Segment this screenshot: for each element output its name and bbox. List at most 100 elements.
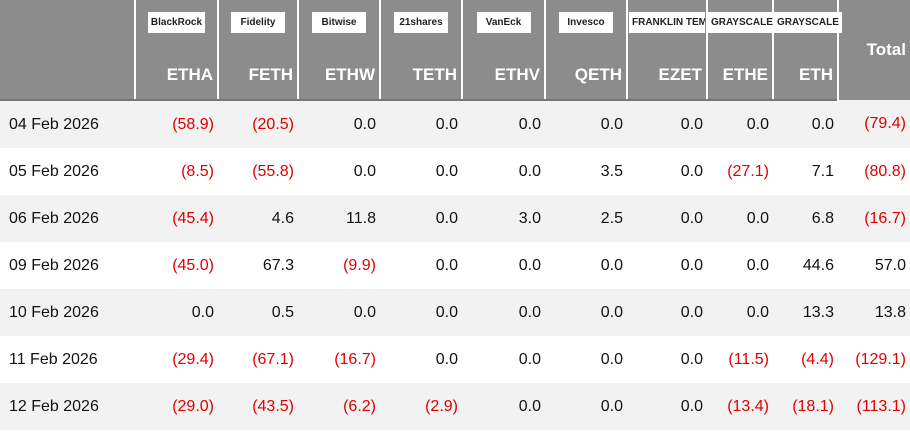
logo-cell: GRAYSCALE [706, 0, 776, 50]
flow-cell: (6.2) [298, 383, 380, 430]
flow-cell: 0.0 [518, 256, 541, 274]
total-cell: (79.4) [838, 100, 910, 148]
flow-cell: (2.9) [380, 383, 462, 430]
total-header: Total [837, 0, 910, 100]
flow-cell: 0.0 [545, 100, 627, 148]
flow-cell: 0.0 [435, 256, 458, 274]
total-cell: (113.1) [838, 383, 910, 430]
flow-cell: 0.0 [298, 289, 380, 336]
issuer-logo: VanEck [476, 12, 531, 33]
flow-cell: 0.0 [600, 350, 623, 368]
flow-cell: 0.0 [462, 289, 545, 336]
flow-cell: 0.0 [435, 162, 458, 180]
flow-cell: 0.0 [545, 383, 627, 430]
issuer-logo: Fidelity [231, 12, 285, 33]
flow-cell: 0.0 [627, 100, 707, 148]
logo-cell: GRAYSCALE [772, 0, 842, 50]
flow-cell: 67.3 [262, 256, 294, 274]
flow-cell: (8.5) [181, 162, 214, 180]
flow-cell: 44.6 [802, 256, 834, 274]
data-row: 06 Feb 2026 (45.4) 4.6 11.8 0.0 3.0 2.5 0.0 0.0 6… [0, 195, 910, 242]
flow-cell: 4.6 [218, 195, 298, 242]
flow-cell: 0.0 [680, 350, 703, 368]
total-cell: (129.1) [855, 350, 906, 368]
flow-cell: 0.0 [627, 383, 707, 430]
logo-row: BlackRock Fidelity Bitwise 21shares VanEck In… [0, 0, 910, 100]
flow-cell: (16.7) [334, 350, 376, 368]
data-row: 05 Feb 2026 (8.5) (55.8) 0.0 0.0 0.0 3.5 0.0 (27… [0, 148, 910, 195]
flow-cell: 3.0 [462, 195, 545, 242]
flow-cell: 0.0 [353, 162, 376, 180]
flow-cell: 2.5 [545, 195, 627, 242]
ticker-row: ETHA FETH ETHW TETH ETHV QETH EZET ETHE ETH [0, 50, 910, 101]
flow-cell: (45.0) [172, 256, 214, 274]
flow-cell: 0.0 [380, 195, 462, 242]
flow-cell: 0.0 [380, 100, 462, 148]
data-row: 12 Feb 2026 (29.0) (43.5) (6.2) (2.9) 0.0 0.0 0… [0, 383, 910, 430]
flow-cell: 0.0 [627, 195, 707, 242]
flow-cell: (18.1) [773, 383, 838, 430]
logo-cell: Invesco [544, 0, 627, 50]
ticker: ETHA [134, 50, 218, 101]
flow-cell: 0.0 [135, 289, 218, 336]
logo-cell: FRANKLIN TEMPLETON [626, 0, 707, 50]
data-row: 10 Feb 2026 0.0 0.5 0.0 0.0 0.0 0.0 0.0 0.0 13.3 1… [0, 289, 910, 336]
flow-cell: 0.5 [218, 289, 298, 336]
issuer-logo: GRAYSCALE [708, 12, 776, 33]
logo-cell: VanEck [461, 0, 545, 50]
logo-cell: Bitwise [297, 0, 380, 50]
header-blank [0, 50, 135, 101]
flow-cell: 13.3 [773, 289, 838, 336]
flow-cell: (45.4) [135, 195, 218, 242]
total-cell: (16.7) [838, 195, 910, 242]
flow-cell: 0.0 [773, 100, 838, 148]
flow-cell: 0.0 [680, 162, 703, 180]
flow-cell: 0.0 [298, 100, 380, 148]
flow-cell: 0.0 [545, 289, 627, 336]
ticker: ETH [772, 50, 838, 101]
issuer-logo: Invesco [559, 12, 613, 33]
flow-cell: 11.8 [298, 195, 380, 242]
logo-cell: Fidelity [217, 0, 298, 50]
flow-cell: 6.8 [773, 195, 838, 242]
ticker: EZET [626, 50, 707, 101]
flow-cell: 0.0 [746, 256, 769, 274]
flow-cell: 0.0 [600, 256, 623, 274]
flow-cell: 0.0 [462, 383, 545, 430]
date-cell: 12 Feb 2026 [0, 383, 135, 430]
flow-cell: (4.4) [801, 350, 834, 368]
issuer-logo: 21shares [394, 12, 448, 33]
header-blank [0, 0, 135, 50]
flow-cell: 0.0 [518, 350, 541, 368]
issuer-logo: FRANKLIN TEMPLETON [629, 12, 705, 33]
table-body: 04 Feb 2026 (58.9) (20.5) 0.0 0.0 0.0 0.0 0.0 0.… [0, 100, 910, 430]
flow-cell: 0.0 [462, 100, 545, 148]
flow-cell: (58.9) [135, 100, 218, 148]
issuer-logo: Bitwise [312, 12, 366, 33]
flow-cell: (55.8) [252, 162, 294, 180]
flow-cell: 0.0 [707, 289, 773, 336]
date-cell: 05 Feb 2026 [9, 162, 99, 180]
flow-cell: 3.5 [600, 162, 623, 180]
flow-cell: 0.0 [435, 350, 458, 368]
ticker: FETH [217, 50, 298, 101]
issuer-logo: GRAYSCALE [774, 12, 842, 33]
flow-cell: (9.9) [343, 256, 376, 274]
date-cell: 10 Feb 2026 [0, 289, 135, 336]
flow-cell: 7.1 [811, 162, 834, 180]
flow-cell: 0.0 [518, 162, 541, 180]
data-row: 09 Feb 2026 (45.0) 67.3 (9.9) 0.0 0.0 0.0 0.0 0.… [0, 242, 910, 289]
logo-cell: BlackRock [134, 0, 218, 50]
ticker: ETHV [461, 50, 545, 101]
flow-cell: (43.5) [218, 383, 298, 430]
total-cell: 13.8 [838, 289, 910, 336]
flow-cell: (27.1) [727, 162, 769, 180]
date-cell: 11 Feb 2026 [9, 350, 98, 368]
issuer-logo: BlackRock [147, 12, 206, 33]
logo-cell: 21shares [379, 0, 462, 50]
flow-cell: 0.0 [627, 289, 707, 336]
flow-cell: (13.4) [707, 383, 773, 430]
ticker: ETHW [297, 50, 380, 101]
